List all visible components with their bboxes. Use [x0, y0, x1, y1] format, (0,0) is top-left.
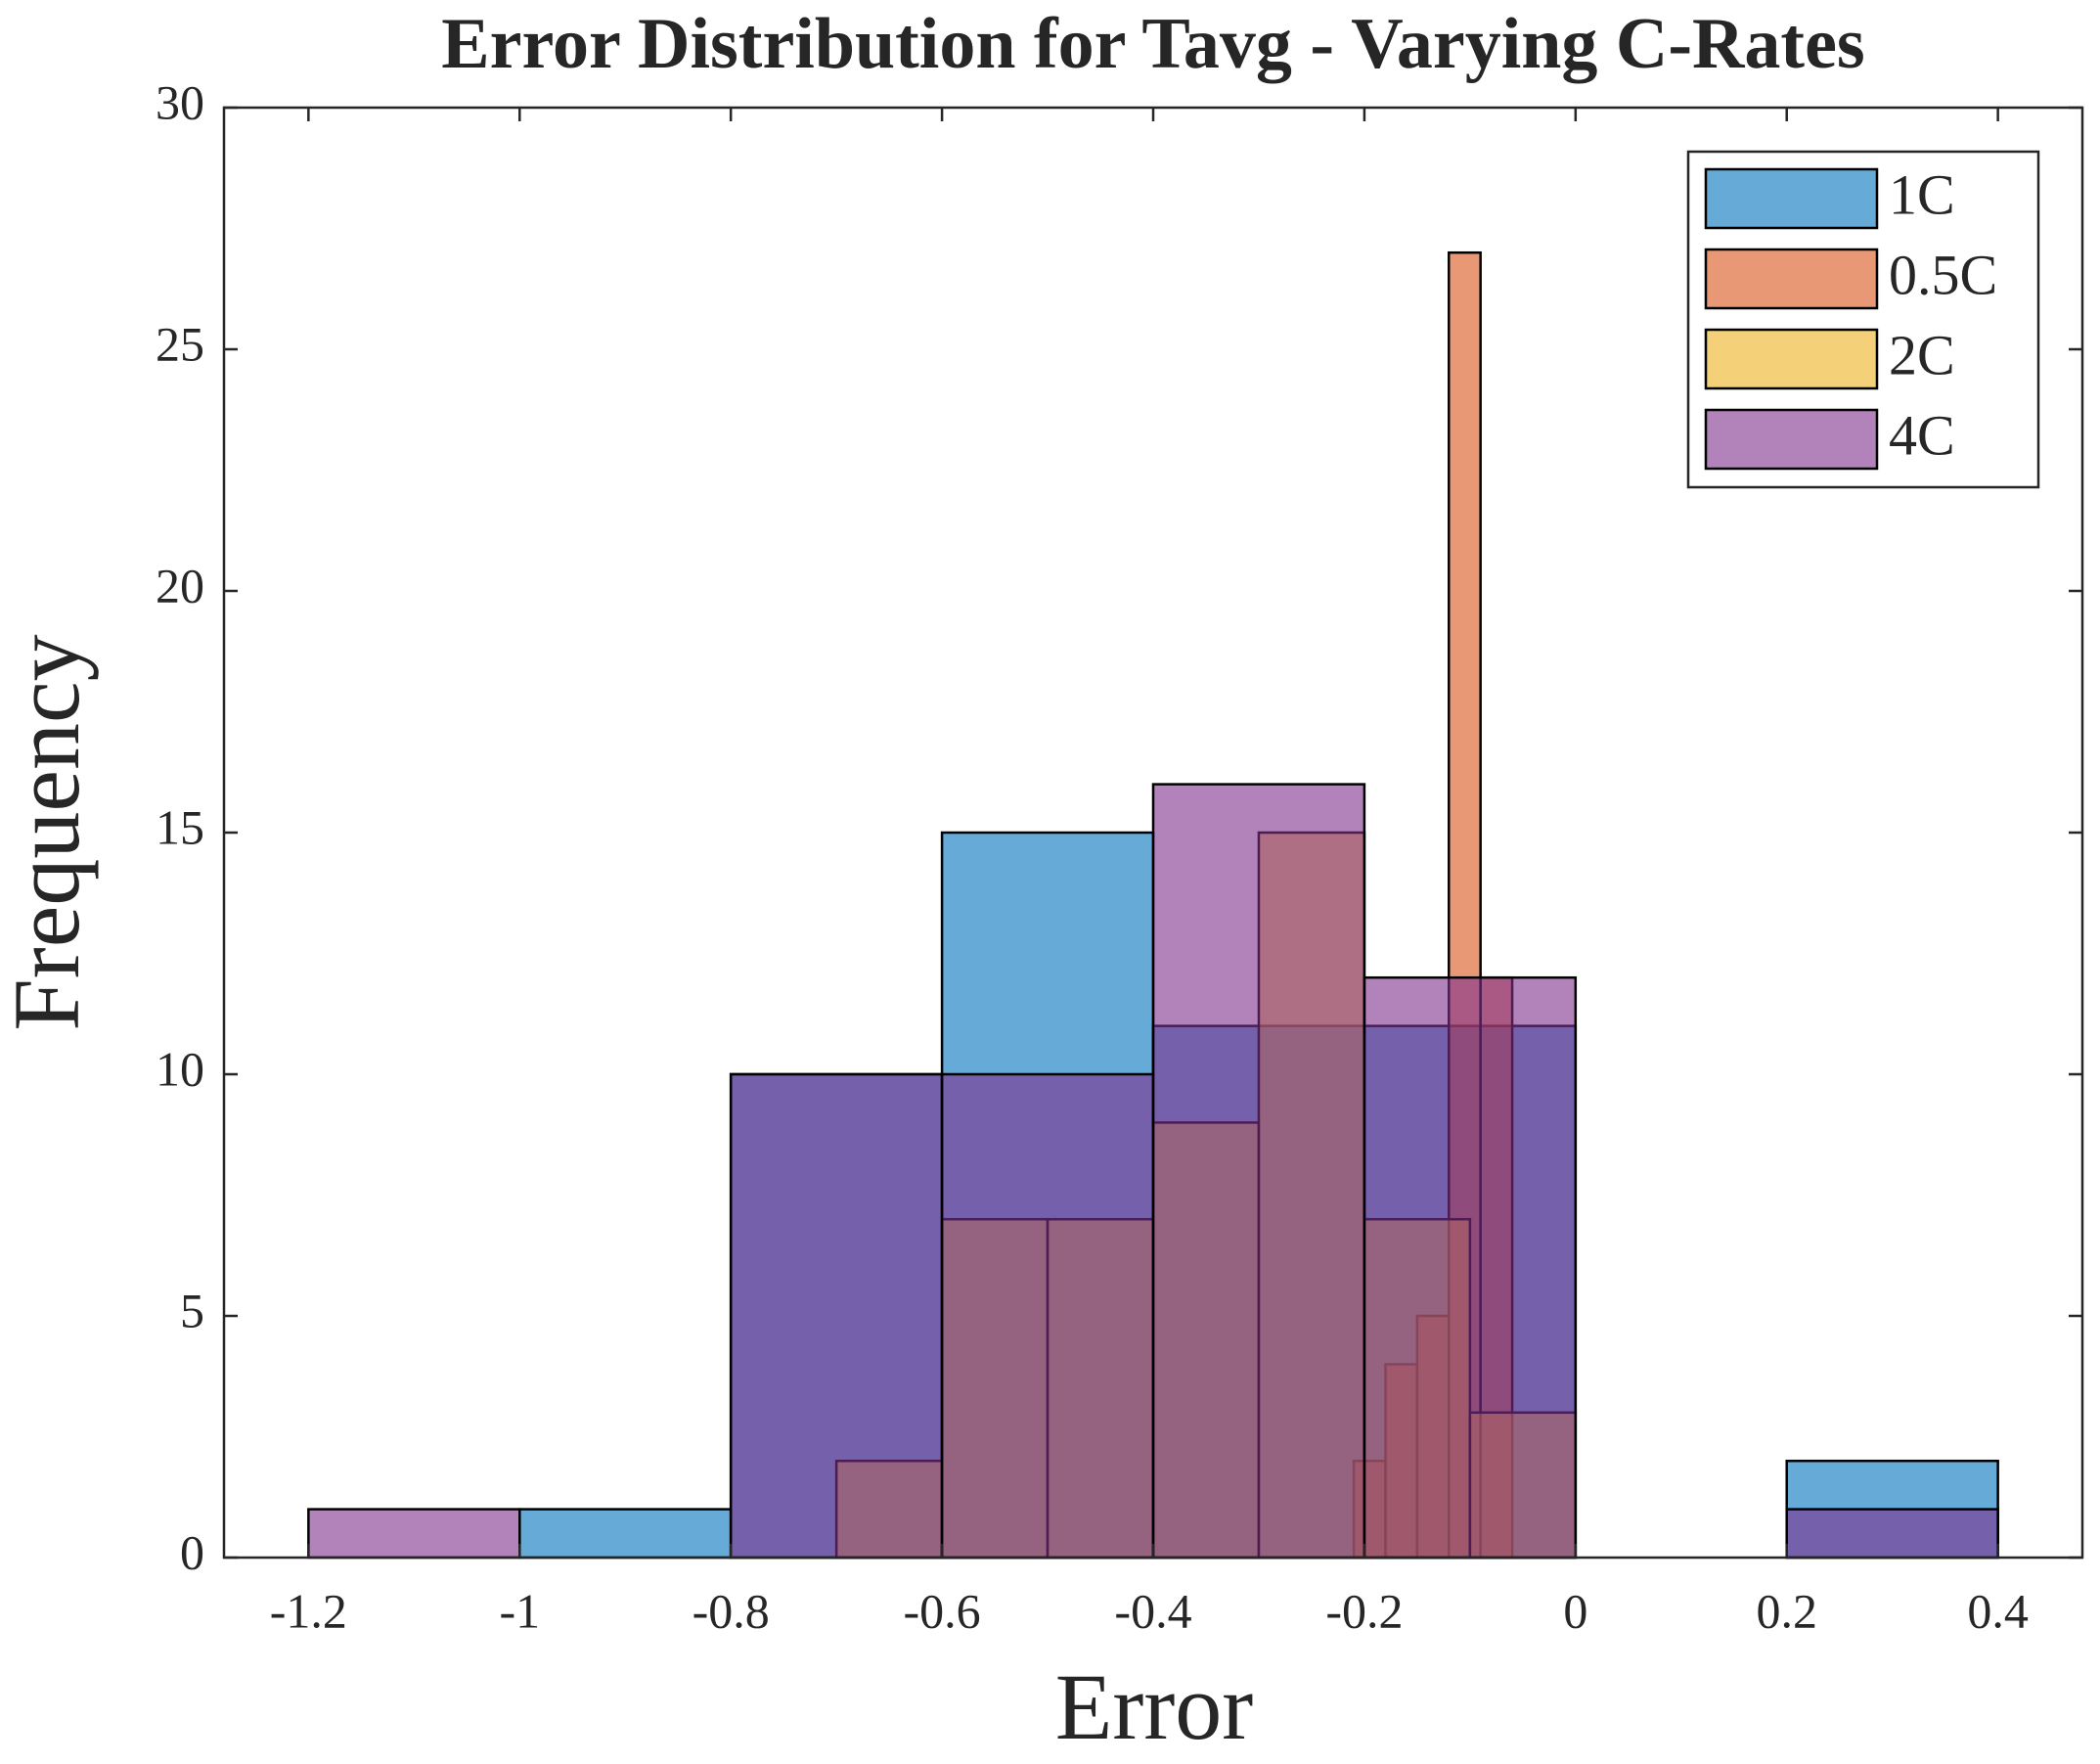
x-tick-label: -0.8	[693, 1583, 770, 1638]
histogram-bar	[729, 1072, 944, 1560]
series-3	[307, 783, 1999, 1560]
y-tick-label: 15	[156, 799, 204, 854]
legend-swatch	[1704, 408, 1879, 471]
y-tick-label: 5	[180, 1283, 204, 1337]
legend-swatch	[1704, 248, 1879, 310]
histogram-bar	[1363, 975, 1578, 1560]
legend-label: 0.5C	[1889, 243, 1997, 306]
histogram-bar	[1151, 783, 1366, 1560]
legend-swatch	[1704, 167, 1879, 230]
x-tick-label: 0.4	[1967, 1583, 2029, 1638]
histogram-bar	[940, 1072, 1155, 1560]
legend-label: 1C	[1889, 162, 1955, 226]
x-tick-label: -0.4	[1114, 1583, 1191, 1638]
y-tick-label: 0	[180, 1524, 204, 1579]
histogram-bar	[307, 1508, 521, 1560]
x-tick-label: -0.6	[904, 1583, 981, 1638]
y-tick-label: 25	[156, 316, 204, 371]
y-tick-label: 10	[156, 1041, 204, 1096]
legend-label: 4C	[1889, 403, 1955, 467]
x-axis-label: Error	[1055, 1654, 1254, 1759]
legend-swatch	[1704, 328, 1879, 390]
chart-title: Error Distribution for Tavg - Varying C-…	[441, 4, 1864, 84]
x-tick-label: -1.2	[270, 1583, 347, 1638]
x-tick-label: -1	[499, 1583, 540, 1638]
y-tick-label: 20	[156, 558, 204, 612]
histogram-bar	[1785, 1508, 1999, 1560]
x-tick-label: -0.2	[1325, 1583, 1403, 1638]
legend-label: 2C	[1889, 323, 1955, 386]
histogram-bar	[518, 1508, 733, 1560]
y-axis-label: Frequency	[0, 634, 99, 1030]
y-tick-label: 30	[156, 74, 204, 129]
x-tick-label: 0	[1563, 1583, 1587, 1638]
x-tick-label: 0.2	[1756, 1583, 1817, 1638]
